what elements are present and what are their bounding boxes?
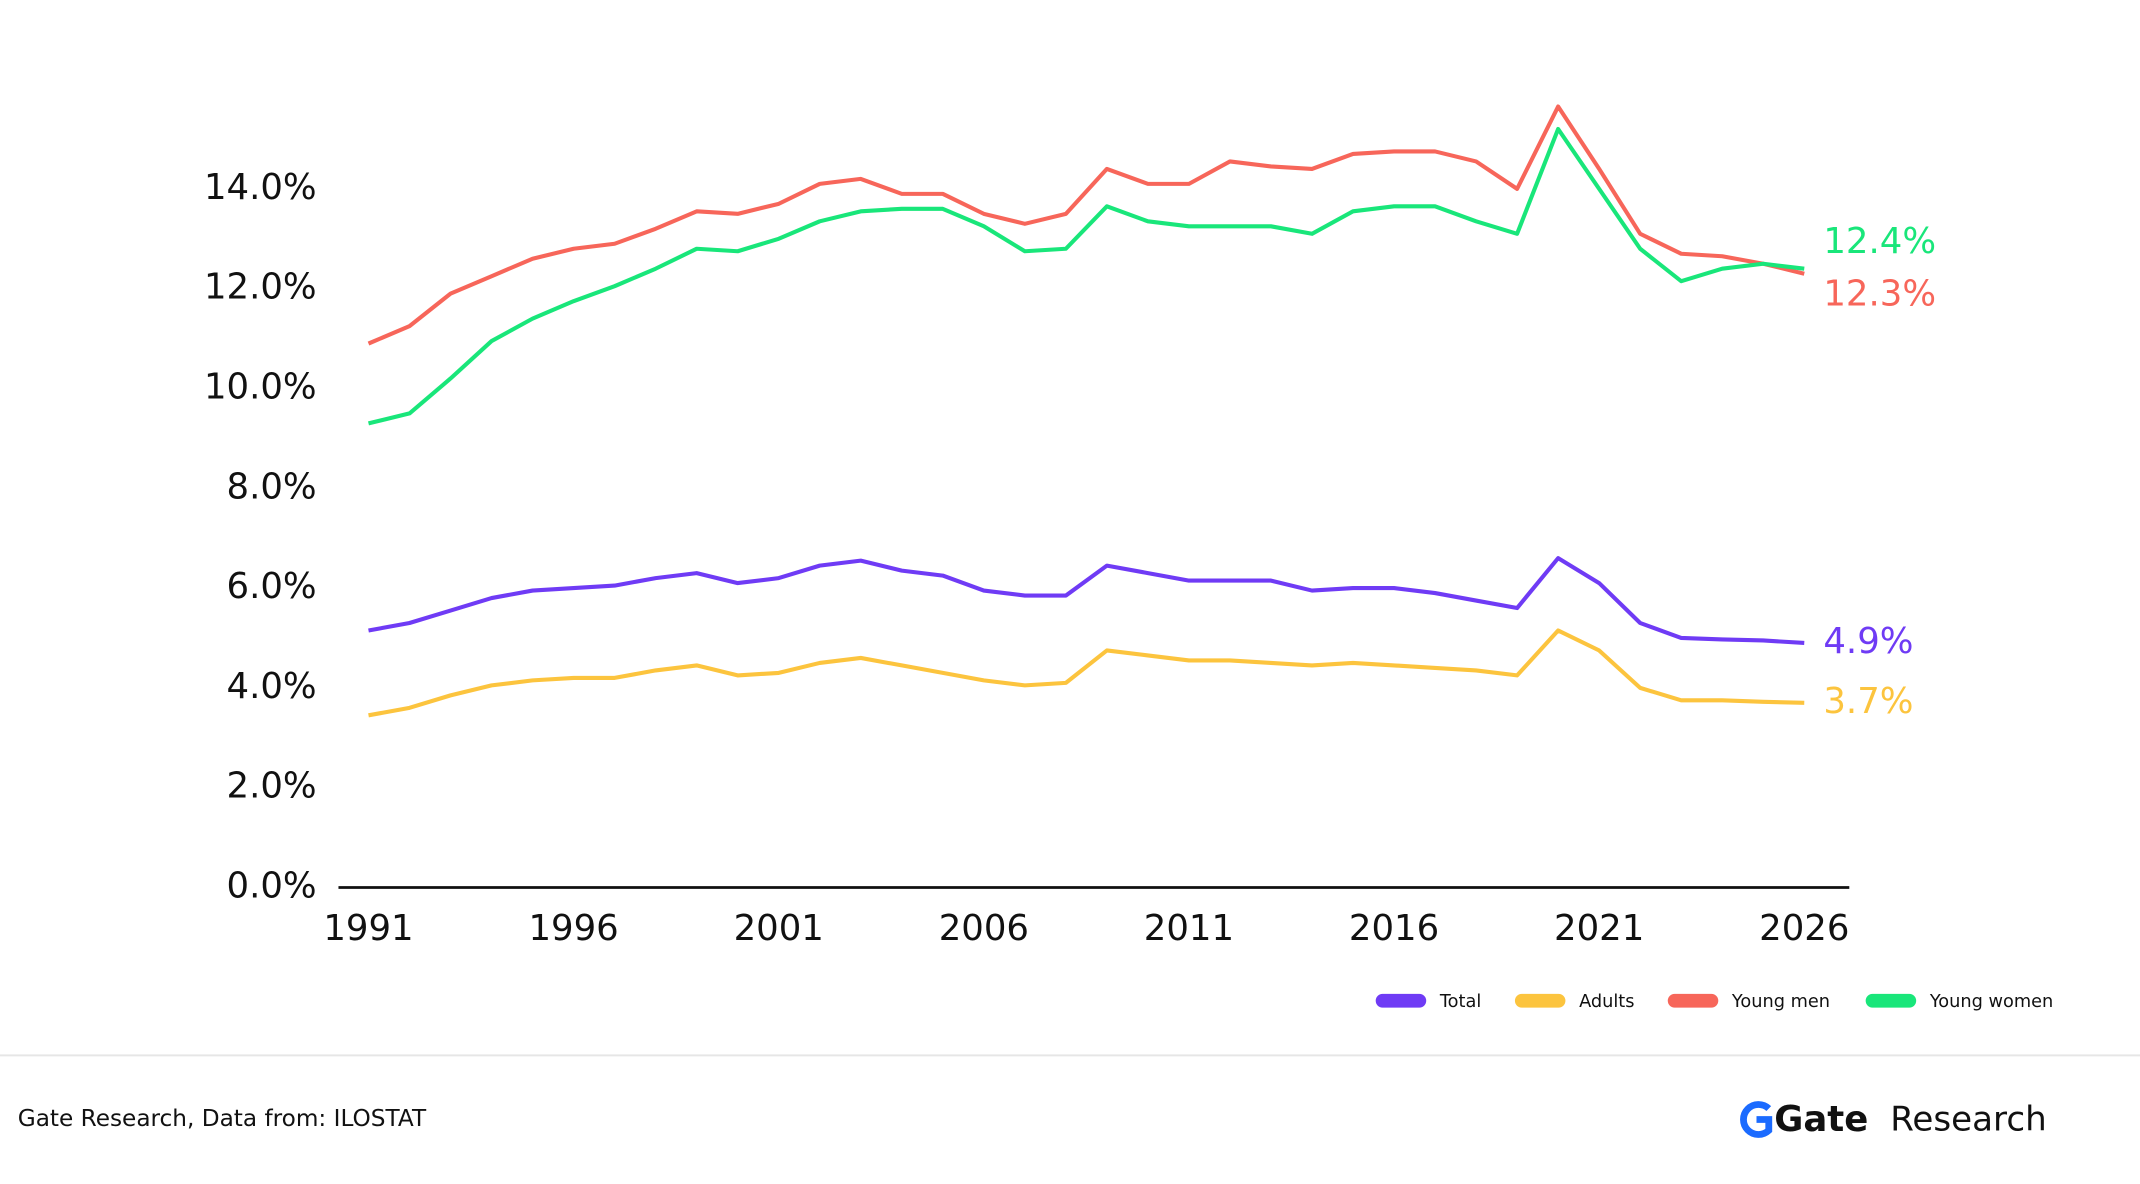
- brand-suffix: Research: [1890, 1099, 2046, 1139]
- y-tick-label: 0.0%: [227, 865, 317, 906]
- legend-swatch: [1667, 993, 1719, 1008]
- legend-label: Young men: [1731, 992, 1830, 1012]
- source-note: Gate Research, Data from: ILOSTAT: [18, 1105, 427, 1132]
- x-tick-label: 2026: [1759, 908, 1849, 949]
- series-line: [368, 556, 1805, 646]
- y-tick-label: 10.0%: [204, 366, 317, 407]
- y-tick-label: 8.0%: [227, 466, 317, 507]
- x-tick-label: 2006: [939, 908, 1029, 949]
- end-label: 12.4%: [1823, 221, 1936, 262]
- legend-label: Total: [1439, 992, 1481, 1012]
- x-tick-label: 2001: [734, 908, 824, 949]
- brand-logo: Gate Research: [1740, 1099, 2047, 1140]
- series-line: [367, 104, 1805, 346]
- y-tick-label: 2.0%: [227, 766, 317, 807]
- end-label: 3.7%: [1823, 681, 1913, 722]
- series-line: [368, 628, 1805, 718]
- y-tick-label: 4.0%: [227, 666, 317, 707]
- legend-label: Adults: [1579, 992, 1634, 1012]
- legend-swatch: [1375, 993, 1427, 1008]
- x-tick-label: 2016: [1349, 908, 1439, 949]
- y-tick-label: 12.0%: [204, 267, 317, 308]
- x-tick-label: 1991: [323, 908, 413, 949]
- logo-icon: [1740, 1101, 1773, 1138]
- legend-swatch: [1514, 993, 1566, 1008]
- legend-label: Young women: [1929, 992, 2053, 1012]
- x-tick-label: 1996: [528, 908, 618, 949]
- y-tick-label: 14.0%: [204, 167, 317, 208]
- legend-swatch: [1865, 993, 1917, 1008]
- end-label: 12.3%: [1823, 274, 1936, 315]
- brand-name: Gate: [1774, 1099, 1868, 1140]
- x-tick-label: 2011: [1144, 908, 1234, 949]
- series-line: [368, 126, 1805, 426]
- x-tick-label: 2021: [1554, 908, 1644, 949]
- y-tick-label: 6.0%: [227, 566, 317, 607]
- end-label: 4.9%: [1823, 621, 1913, 662]
